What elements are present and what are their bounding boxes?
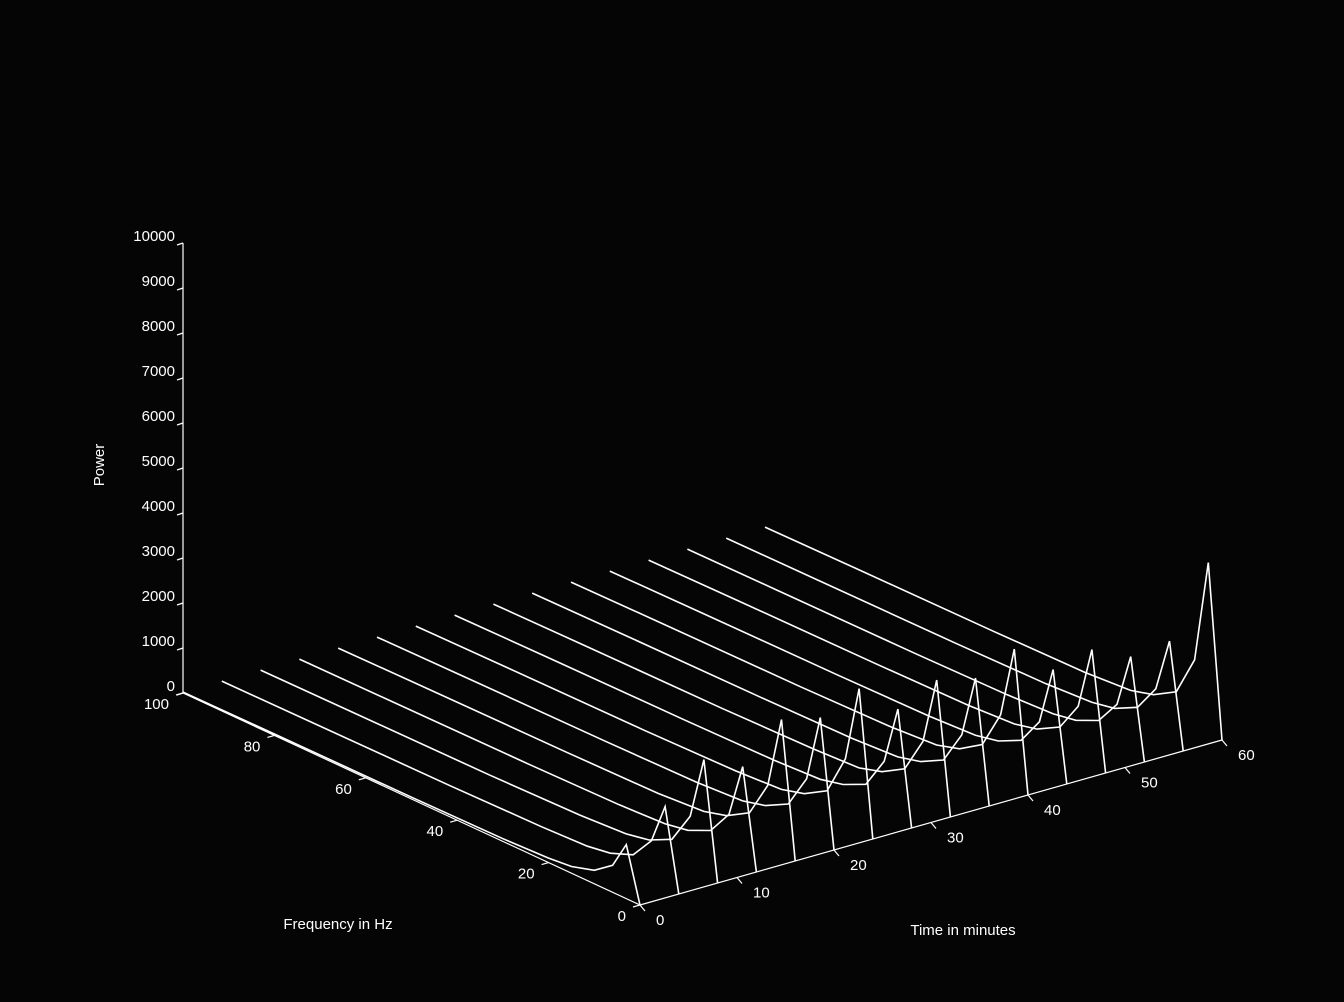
x-tick	[640, 905, 645, 911]
z-tick	[177, 513, 183, 515]
y-tick	[267, 735, 274, 737]
spectrum-line	[222, 681, 679, 894]
z-tick-label: 4000	[142, 498, 175, 515]
y-tick-label: 20	[518, 866, 535, 883]
z-tick	[177, 468, 183, 470]
y-tick	[633, 905, 640, 907]
y-tick	[359, 778, 366, 780]
z-tick-label: 1000	[142, 633, 175, 650]
x-tick	[834, 850, 839, 856]
x-tick-label: 40	[1044, 802, 1061, 819]
x-tick-label: 10	[753, 884, 770, 901]
y-tick	[450, 820, 457, 822]
x-tick-label: 60	[1238, 747, 1255, 764]
page: Power Frequency in Hz Time in minutes 01…	[0, 0, 1344, 1002]
z-tick-label: 7000	[142, 363, 175, 380]
z-tick-label: 0	[167, 678, 175, 695]
z-tick	[177, 378, 183, 380]
spectrum-line	[726, 538, 1183, 751]
y-axis	[183, 693, 640, 905]
z-tick-label: 3000	[142, 543, 175, 560]
z-tick-label: 2000	[142, 588, 175, 605]
spectrum-line	[455, 615, 912, 828]
z-axis-label: Power	[91, 444, 108, 487]
spectrum-line	[493, 604, 950, 817]
y-axis-label: Frequency in Hz	[283, 916, 392, 933]
z-tick-label: 10000	[133, 228, 175, 245]
spectrum-line	[338, 648, 795, 861]
z-tick	[177, 603, 183, 605]
z-tick-label: 5000	[142, 453, 175, 470]
y-tick-label: 60	[335, 781, 352, 798]
y-tick-label: 0	[618, 908, 626, 925]
x-axis-label: Time in minutes	[910, 922, 1015, 939]
y-tick-label: 100	[144, 696, 169, 713]
spectrum-line	[377, 637, 834, 850]
y-tick-label: 80	[244, 738, 261, 755]
spectrum-line	[571, 582, 1028, 795]
z-tick	[177, 648, 183, 650]
spectrum-line	[416, 626, 873, 839]
chart: Power Frequency in Hz Time in minutes 01…	[0, 0, 1344, 1002]
y-tick-label: 40	[427, 823, 444, 840]
x-tick	[1222, 740, 1227, 746]
x-tick	[1125, 768, 1130, 774]
z-tick-label: 8000	[142, 318, 175, 335]
z-tick-label: 6000	[142, 408, 175, 425]
x-tick	[737, 878, 742, 884]
spectrum-line	[765, 527, 1222, 740]
spectrum-line	[687, 549, 1144, 762]
x-tick-label: 0	[656, 912, 664, 929]
x-tick-label: 20	[850, 857, 867, 874]
z-tick	[177, 333, 183, 335]
x-tick	[1028, 795, 1033, 801]
z-tick	[177, 558, 183, 560]
spectrum-line	[261, 670, 718, 883]
z-tick	[177, 243, 183, 245]
spectrum-line	[299, 659, 756, 872]
x-tick-label: 50	[1141, 774, 1158, 791]
spectrum-line	[532, 593, 989, 806]
x-tick	[931, 823, 936, 829]
spectrum-line	[610, 571, 1067, 784]
z-tick	[177, 423, 183, 425]
y-tick	[542, 863, 549, 865]
z-tick-label: 9000	[142, 273, 175, 290]
x-tick-label: 30	[947, 829, 964, 846]
z-tick	[177, 288, 183, 290]
spectrum-line	[649, 560, 1106, 773]
